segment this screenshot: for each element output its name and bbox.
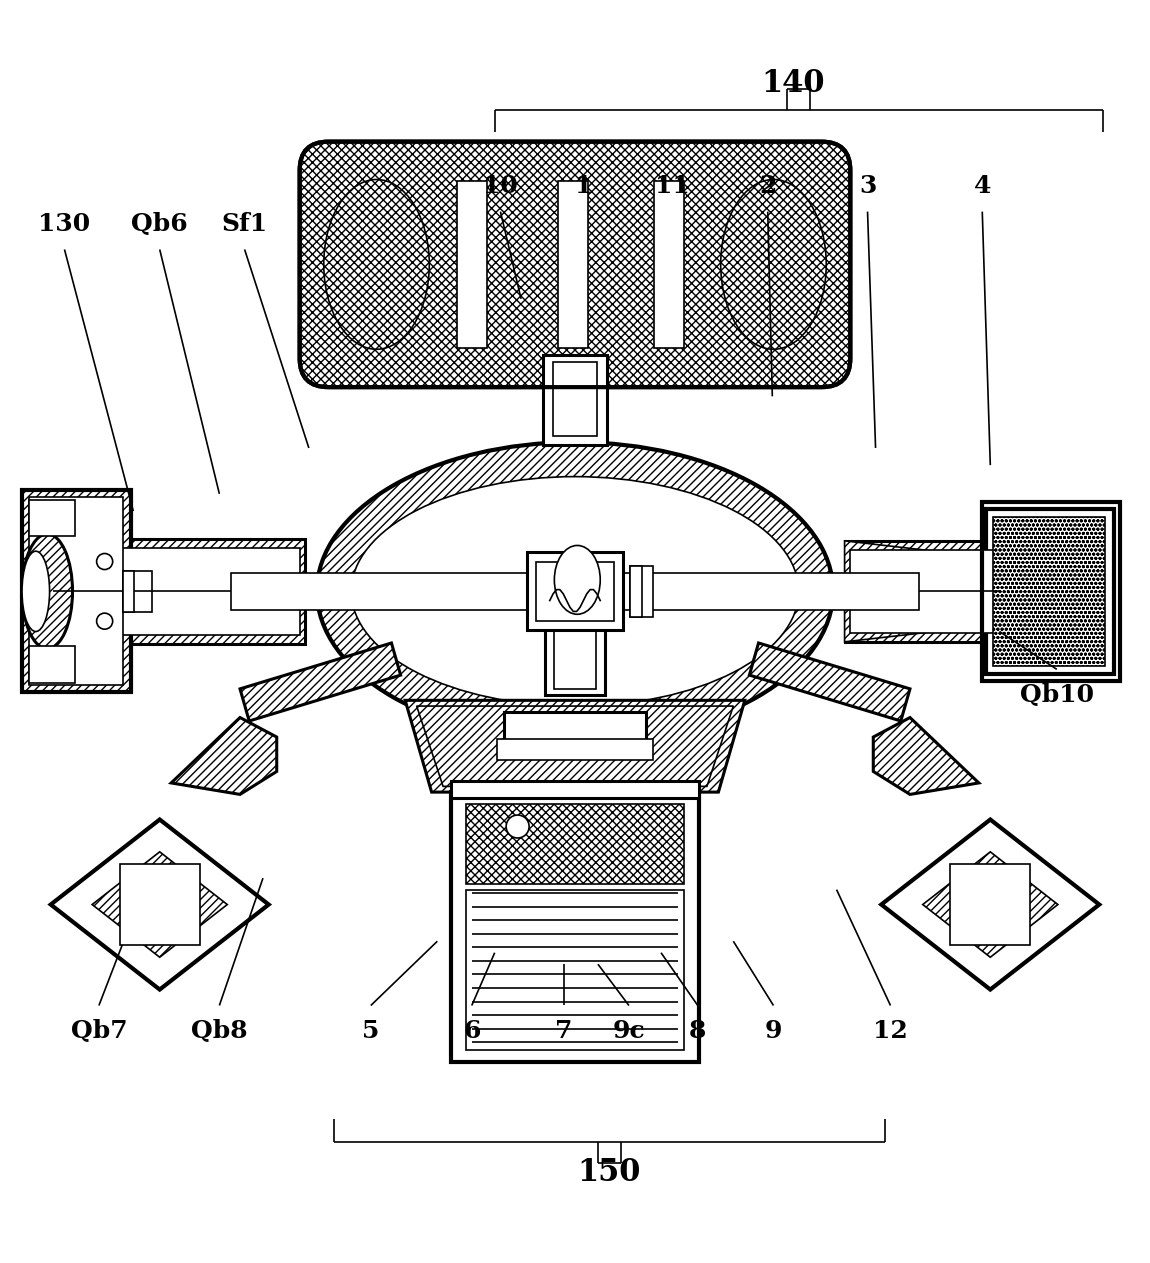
Text: 140: 140	[761, 68, 825, 99]
Polygon shape	[873, 717, 979, 794]
Bar	[120, 864, 200, 945]
Text: Sf1: Sf1	[222, 212, 268, 236]
Bar	[553, 362, 597, 437]
Text: 9: 9	[765, 1019, 782, 1043]
Text: 2: 2	[759, 174, 776, 198]
Text: Qb8: Qb8	[191, 1019, 247, 1043]
Bar	[630, 566, 642, 616]
Bar	[950, 864, 1030, 945]
Ellipse shape	[97, 613, 113, 629]
Polygon shape	[51, 820, 269, 989]
Polygon shape	[922, 851, 1058, 957]
Text: 8: 8	[689, 1019, 706, 1043]
Bar	[850, 551, 999, 633]
Text: 3: 3	[859, 174, 876, 198]
Bar	[451, 781, 699, 798]
Text: 9c: 9c	[613, 1019, 645, 1043]
Bar	[844, 541, 1005, 642]
Bar	[992, 517, 1105, 666]
Ellipse shape	[324, 179, 429, 350]
Bar	[29, 647, 75, 683]
Text: 130: 130	[38, 212, 91, 236]
Bar	[545, 600, 605, 695]
Bar	[22, 490, 131, 692]
Text: 4: 4	[974, 174, 991, 198]
Ellipse shape	[22, 534, 72, 649]
Bar	[982, 501, 1120, 681]
Text: Qb6: Qb6	[131, 212, 187, 236]
Polygon shape	[844, 541, 1005, 642]
Polygon shape	[92, 851, 228, 957]
Bar	[654, 181, 684, 349]
Bar	[466, 889, 684, 1051]
Bar	[504, 712, 646, 746]
Bar	[123, 571, 135, 613]
Ellipse shape	[506, 815, 529, 837]
Ellipse shape	[317, 442, 833, 740]
Bar	[29, 500, 75, 537]
Polygon shape	[171, 717, 277, 794]
Bar	[527, 552, 623, 630]
Polygon shape	[405, 700, 745, 792]
Text: 150: 150	[577, 1157, 641, 1188]
Bar	[543, 355, 607, 445]
Text: 6: 6	[463, 1019, 481, 1043]
Ellipse shape	[554, 546, 600, 614]
Bar	[457, 181, 486, 349]
Ellipse shape	[97, 553, 113, 570]
Bar	[554, 609, 596, 688]
Text: 5: 5	[362, 1019, 380, 1043]
Bar	[466, 803, 684, 884]
Text: Qb10: Qb10	[1020, 682, 1094, 706]
Bar	[630, 566, 653, 616]
Polygon shape	[750, 643, 910, 721]
Bar	[451, 792, 699, 1062]
Bar	[536, 562, 614, 621]
Text: 1: 1	[575, 174, 593, 198]
Text: 12: 12	[873, 1019, 907, 1043]
Bar	[497, 739, 653, 760]
FancyBboxPatch shape	[300, 141, 850, 388]
Bar	[123, 571, 152, 613]
Text: 10: 10	[483, 174, 518, 198]
Bar	[82, 538, 306, 644]
Ellipse shape	[22, 551, 49, 632]
Bar	[986, 509, 1114, 674]
Text: Qb7: Qb7	[70, 1019, 128, 1043]
Ellipse shape	[721, 179, 826, 350]
Bar	[29, 498, 123, 686]
Bar	[87, 548, 300, 635]
Polygon shape	[881, 820, 1099, 989]
Text: 7: 7	[554, 1019, 573, 1043]
Bar	[558, 181, 588, 349]
Ellipse shape	[351, 476, 799, 706]
Polygon shape	[240, 643, 400, 721]
Text: 11: 11	[656, 174, 690, 198]
Bar	[231, 573, 919, 610]
